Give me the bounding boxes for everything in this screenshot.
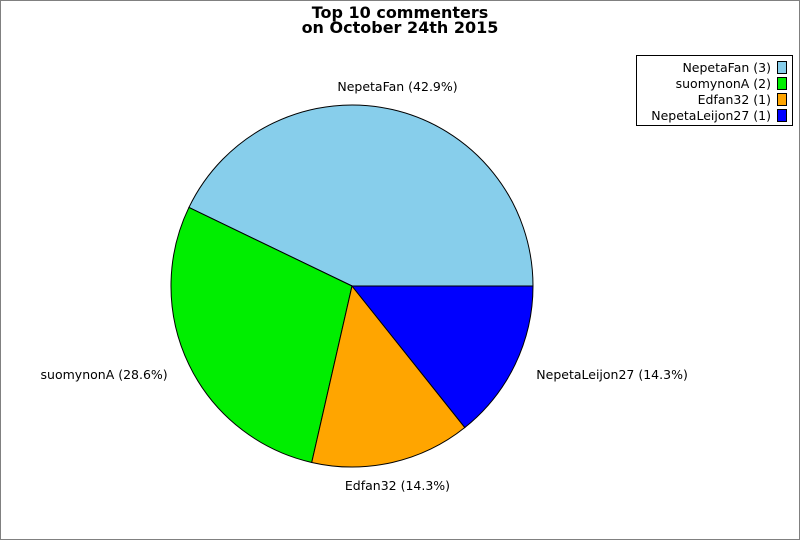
legend-swatch [777,108,787,122]
pie-slice-edfan32 [311,284,466,468]
legend-item-label: Edfan32 (1) [697,91,771,107]
legend-swatch [777,92,787,106]
legend-item: Edfan32 (1) [641,91,787,107]
pie-slice-label: NepetaLeijon27 (14.3%) [536,367,688,382]
pie-slice-suomynona [170,206,353,464]
legend-item: NepetaLeijon27 (1) [641,107,787,123]
legend-item-label: NepetaLeijon27 (1) [651,107,771,123]
legend-item: NepetaFan (3) [641,59,787,75]
pie-slice-label: Edfan32 (14.3%) [345,478,450,493]
legend-item-label: suomynonA (2) [675,75,771,91]
chart-title: Top 10 commenters on October 24th 2015 [1,3,799,37]
legend-item: suomynonA (2) [641,75,787,91]
chart-title-line-2: on October 24th 2015 [301,18,499,37]
pie-slice-nepetaleijon27 [350,285,534,429]
chart-title-line-1: Top 10 commenters [311,3,489,22]
legend: NepetaFan (3) suomynonA (2) Edfan32 (1) Nep… [636,55,793,126]
pie-slice-label: NepetaFan (42.9%) [337,79,457,94]
legend-swatch [777,76,787,90]
legend-swatch [777,60,787,74]
pie-slice-nepetafan [188,104,534,287]
pie-slice-label: suomynonA (28.6%) [41,367,168,382]
legend-item-label: NepetaFan (3) [682,59,771,75]
